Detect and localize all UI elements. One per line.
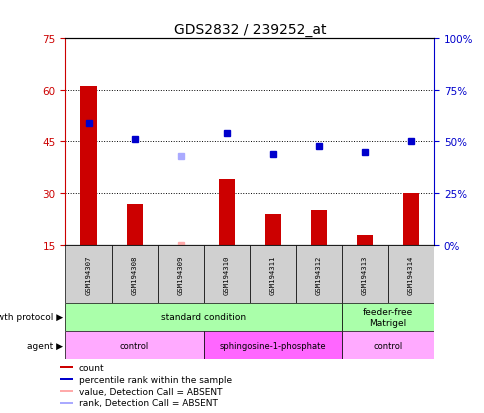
Bar bbox=[295, 245, 341, 303]
Text: control: control bbox=[120, 341, 149, 350]
Bar bbox=[203, 245, 249, 303]
Bar bbox=[60, 378, 73, 380]
Text: GSM194313: GSM194313 bbox=[361, 254, 367, 294]
Text: percentile rank within the sample: percentile rank within the sample bbox=[79, 375, 231, 384]
Bar bbox=[203, 331, 341, 359]
Text: GSM194314: GSM194314 bbox=[407, 254, 413, 294]
Text: standard condition: standard condition bbox=[161, 313, 246, 322]
Bar bbox=[111, 245, 157, 303]
Bar bbox=[310, 211, 326, 245]
Bar bbox=[60, 366, 73, 368]
Bar bbox=[249, 245, 295, 303]
Bar bbox=[341, 331, 433, 359]
Bar bbox=[126, 204, 142, 245]
Text: GSM194309: GSM194309 bbox=[177, 254, 183, 294]
Bar bbox=[65, 245, 111, 303]
Bar bbox=[157, 245, 203, 303]
Text: GSM194312: GSM194312 bbox=[315, 254, 321, 294]
Title: GDS2832 / 239252_at: GDS2832 / 239252_at bbox=[173, 22, 325, 36]
Text: count: count bbox=[79, 363, 104, 372]
Bar bbox=[341, 303, 433, 331]
Bar bbox=[356, 235, 372, 245]
Bar bbox=[65, 331, 203, 359]
Text: GSM194311: GSM194311 bbox=[269, 254, 275, 294]
Text: feeder-free
Matrigel: feeder-free Matrigel bbox=[362, 308, 412, 327]
Text: GSM194310: GSM194310 bbox=[223, 254, 229, 294]
Text: sphingosine-1-phosphate: sphingosine-1-phosphate bbox=[219, 341, 325, 350]
Bar bbox=[341, 245, 387, 303]
Text: GSM194308: GSM194308 bbox=[131, 254, 137, 294]
Bar bbox=[60, 402, 73, 404]
Text: value, Detection Call = ABSENT: value, Detection Call = ABSENT bbox=[79, 387, 222, 396]
Bar bbox=[218, 180, 234, 245]
Bar bbox=[65, 303, 341, 331]
Text: control: control bbox=[373, 341, 402, 350]
Bar bbox=[80, 87, 96, 245]
Bar bbox=[172, 245, 188, 294]
Text: rank, Detection Call = ABSENT: rank, Detection Call = ABSENT bbox=[79, 399, 217, 407]
Text: agent ▶: agent ▶ bbox=[27, 341, 63, 350]
Text: GSM194307: GSM194307 bbox=[85, 254, 91, 294]
Bar bbox=[387, 245, 433, 303]
Text: growth protocol ▶: growth protocol ▶ bbox=[0, 313, 63, 322]
Bar bbox=[264, 214, 280, 245]
Bar bbox=[402, 194, 418, 245]
Bar bbox=[60, 390, 73, 392]
